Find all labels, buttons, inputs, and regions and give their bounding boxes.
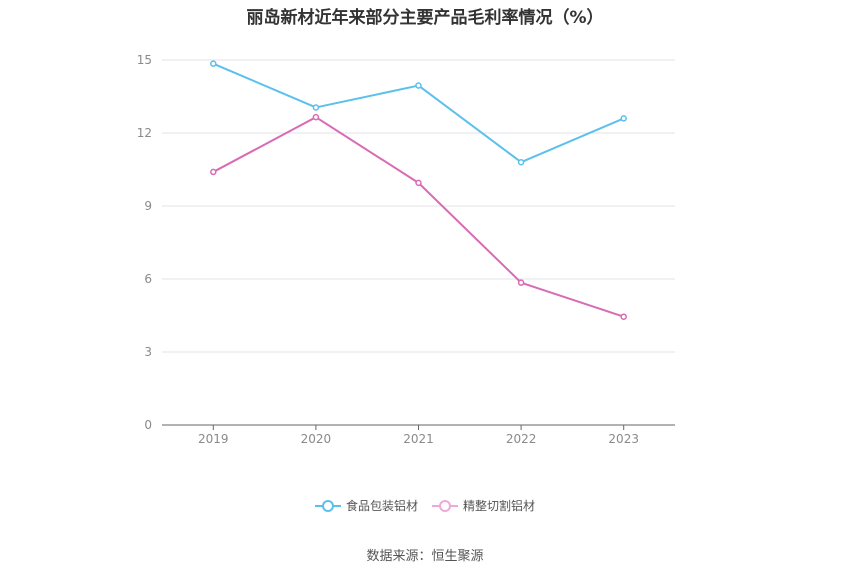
chart-title: 丽岛新材近年来部分主要产品毛利率情况（%） (246, 8, 604, 28)
data-point-series-1 (210, 60, 217, 67)
legend: 食品包装铝材 精整切割铝材 (0, 497, 850, 514)
x-tick-label: 2020 (301, 432, 332, 446)
x-tick-label: 2021 (403, 432, 434, 446)
series-line-1 (212, 62, 625, 164)
y-tick-label: 0 (144, 418, 152, 432)
data-point-series-1 (620, 115, 627, 122)
x-tick-label: 2019 (198, 432, 229, 446)
y-tick-label: 9 (144, 199, 152, 213)
data-point-series-2 (415, 179, 422, 187)
data-point-series-2 (620, 313, 627, 320)
data-point-series-2 (210, 168, 217, 176)
y-tick-label: 15 (137, 53, 152, 67)
legend-item-series-1[interactable]: 食品包装铝材 (314, 497, 418, 514)
series-lines (210, 60, 627, 320)
data-point-series-1 (312, 104, 320, 111)
x-tick-label: 2022 (506, 432, 537, 446)
axes: 0 3 6 9 12 15 2019 2020 2021 2022 2023 (137, 53, 675, 446)
y-tick-label: 12 (137, 126, 152, 140)
legend-marker-series-1 (314, 499, 341, 512)
legend-marker-series-2 (432, 499, 458, 512)
data-point-series-1 (415, 82, 422, 89)
data-point-series-2 (312, 113, 320, 121)
data-point-series-2 (517, 279, 525, 286)
series-line-2 (212, 116, 625, 318)
legend-label-series-2: 精整切割铝材 (463, 499, 536, 513)
y-tick-label: 3 (144, 345, 152, 359)
legend-item-series-2[interactable]: 精整切割铝材 (432, 497, 535, 514)
y-tick-label: 6 (144, 272, 152, 286)
legend-label-series-1: 食品包装铝材 (345, 499, 418, 513)
x-tick-label: 2023 (608, 432, 639, 446)
source-note: 数据来源：恒生聚源 (366, 549, 484, 564)
data-point-series-1 (517, 158, 525, 166)
